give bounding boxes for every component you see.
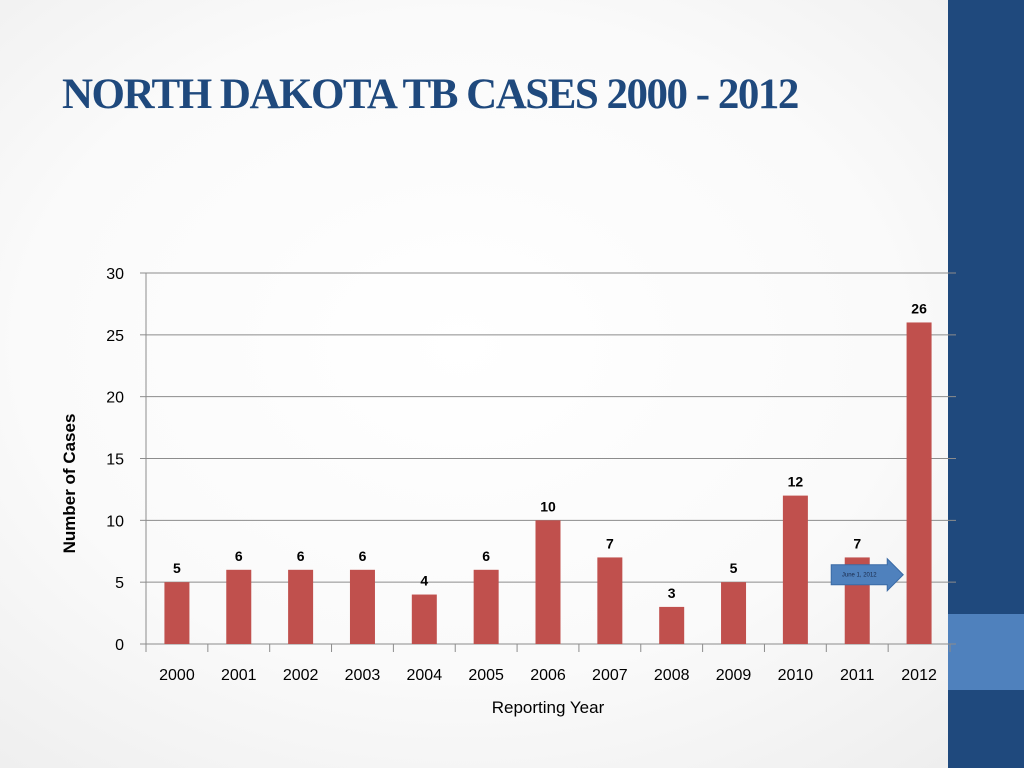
data-label-2012: 26 [911,300,927,316]
x-tick-label-2006: 2006 [530,667,566,684]
y-tick-label-10: 10 [106,513,124,530]
x-axis-title: Reporting Year [492,698,605,717]
bar-2006 [535,520,561,644]
annotation-label: June 1, 2012 [842,573,877,579]
data-label-2008: 3 [668,585,676,601]
x-tick-label-2002: 2002 [283,667,319,684]
bar-2008 [659,606,685,644]
data-label-2001: 6 [235,548,243,564]
data-label-2005: 6 [482,548,490,564]
data-label-2002: 6 [297,548,305,564]
slide-title: NORTH DAKOTA TB CASES 2000 - 2012 [62,71,799,118]
data-label-2006: 10 [540,498,556,514]
x-tick-label-2009: 2009 [716,667,752,684]
data-label-2011: 7 [853,535,861,551]
bar-2010 [782,495,808,644]
bar-2009 [721,582,747,644]
bar-2005 [473,569,499,644]
data-label-2003: 6 [359,548,367,564]
y-tick-label-0: 0 [115,637,124,654]
annotation-arrow [830,557,904,592]
x-tick-label-2001: 2001 [221,667,257,684]
bar-2003 [349,569,375,644]
x-tick-label-2012: 2012 [901,667,937,684]
data-label-2004: 4 [420,573,428,589]
x-tick-label-2008: 2008 [654,667,690,684]
x-tick-label-2005: 2005 [468,667,504,684]
y-tick-label-25: 25 [106,328,124,345]
x-tick-label-2003: 2003 [345,667,381,684]
x-tick-label-2010: 2010 [778,667,814,684]
y-tick-label-5: 5 [115,575,124,592]
bar-2002 [288,569,314,644]
x-tick-label-2007: 2007 [592,667,628,684]
bar-2007 [597,557,623,644]
bar-2012 [906,322,932,644]
data-label-2009: 5 [730,560,738,576]
y-tick-label-15: 15 [106,452,124,469]
y-tick-label-30: 30 [106,266,124,283]
x-tick-label-2000: 2000 [159,667,195,684]
bar-2001 [226,569,252,644]
y-axis-title: Number of Cases [60,414,79,554]
data-label-2000: 5 [173,560,181,576]
bar-2004 [411,594,437,644]
x-tick-label-2004: 2004 [407,667,443,684]
y-tick-label-20: 20 [106,390,124,407]
data-label-2007: 7 [606,535,614,551]
sidebar-accent-light [948,614,1024,690]
data-label-2010: 12 [788,474,804,490]
x-tick-label-2011: 2011 [840,667,875,684]
bar-2000 [164,582,190,644]
